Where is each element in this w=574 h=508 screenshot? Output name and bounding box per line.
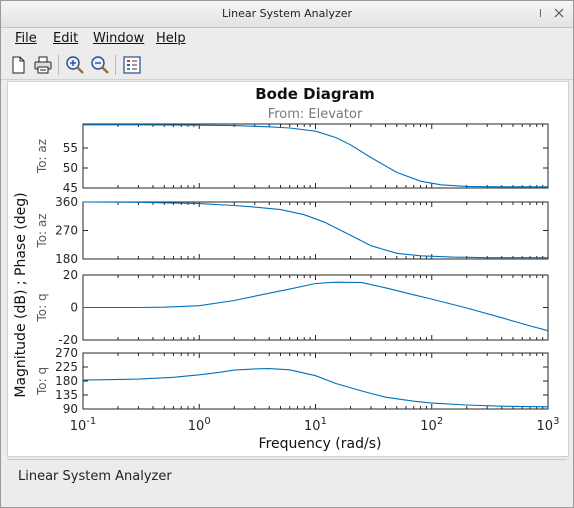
bode-panel: 45 50 55 To: az: [35, 123, 549, 195]
x-axis-label: Frequency (rad/s): [259, 436, 382, 452]
toolbar-separator: [115, 55, 116, 75]
status-text: Linear System Analyzer: [18, 469, 172, 484]
bode-chart[interactable]: Bode Diagram From: Elevator Magnitude (d…: [8, 82, 568, 456]
bode-panel: -20 0 20 To: q: [35, 268, 549, 347]
title-bar[interactable]: Linear System Analyzer: [1, 1, 573, 28]
zoom-out-icon[interactable]: [89, 54, 111, 76]
toolbar: [1, 51, 573, 80]
x-tick-label: 101: [304, 416, 327, 434]
y-tick-label: 270: [55, 224, 78, 238]
y-tick-label: 45: [63, 181, 78, 195]
y-tick-label: 180: [55, 252, 78, 266]
bode-panel: 180 270 360 To: az: [35, 195, 549, 266]
plot-area: Bode Diagram From: Elevator Magnitude (d…: [7, 81, 569, 457]
menu-edit-label: Edit: [53, 31, 79, 46]
x-tick-label: 102: [420, 416, 443, 434]
y-tick-label: 225: [55, 360, 78, 374]
menu-window[interactable]: Window: [93, 31, 144, 46]
window-title: Linear System Analyzer: [221, 7, 353, 20]
chart-title: Bode Diagram: [255, 85, 374, 103]
panel-ylabel: To: q: [35, 293, 49, 322]
axes-box: [82, 352, 549, 410]
axes-box: [82, 201, 549, 260]
panel-ylabel: To: q: [35, 367, 49, 396]
status-bar: Linear System Analyzer: [7, 459, 567, 500]
legend-icon[interactable]: [121, 54, 143, 76]
y-axis-label: Magnitude (dB) ; Phase (deg): [13, 192, 29, 397]
toolbar-separator: [58, 55, 59, 75]
y-tick-label: 50: [63, 161, 78, 175]
y-tick-label: 180: [55, 374, 78, 388]
menu-file-label: File: [15, 31, 37, 46]
new-file-icon[interactable]: [7, 54, 29, 76]
menu-edit[interactable]: Edit: [53, 31, 78, 46]
minimize-icon[interactable]: [538, 7, 548, 19]
x-tick-label: 103: [537, 416, 560, 434]
y-tick-label: -20: [58, 333, 78, 347]
menu-file[interactable]: File: [15, 31, 37, 46]
y-tick-label: 360: [55, 195, 78, 209]
y-tick-label: 0: [70, 301, 78, 315]
y-tick-label: 270: [55, 346, 78, 360]
menu-bar: File Edit Window Help: [1, 28, 573, 50]
menu-window-label: Window: [93, 31, 145, 46]
bode-line: [82, 201, 548, 259]
panel-ylabel: To: az: [35, 139, 49, 174]
x-tick-label: 100: [188, 416, 211, 434]
close-icon[interactable]: [553, 7, 564, 19]
panel-ylabel: To: az: [35, 213, 49, 248]
y-tick-label: 90: [63, 402, 78, 416]
y-tick-label: 135: [55, 388, 78, 402]
menu-help[interactable]: Help: [156, 31, 186, 46]
bode-line: [82, 368, 549, 408]
x-tick-label: 10-1: [70, 416, 97, 434]
print-icon[interactable]: [32, 54, 54, 76]
bode-line: [83, 281, 549, 332]
axes-box: [82, 123, 549, 189]
chart-subtitle: From: Elevator: [268, 107, 363, 122]
zoom-in-icon[interactable]: [64, 54, 86, 76]
y-tick-label: 20: [63, 268, 78, 282]
y-tick-label: 55: [63, 141, 78, 155]
bode-line: [83, 124, 548, 188]
menu-help-label: Help: [156, 31, 186, 46]
